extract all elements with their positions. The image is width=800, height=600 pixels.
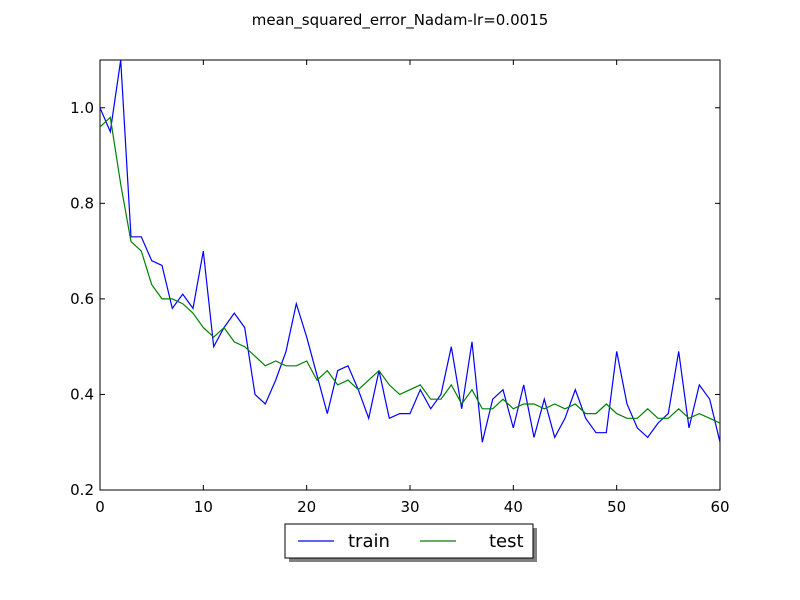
y-tick-label: 0.4 [70, 385, 94, 403]
x-tick-label: 10 [194, 498, 213, 516]
y-tick-label: 1.0 [70, 99, 94, 117]
y-tick-label: 0.8 [70, 194, 94, 212]
x-tick-label: 40 [504, 498, 523, 516]
plot-area [99, 59, 721, 491]
y-tick-label: 0.6 [70, 290, 94, 308]
x-tick-label: 50 [607, 498, 626, 516]
series-lines [99, 59, 721, 443]
legend: train test [284, 523, 537, 562]
axis-ticks: 0 10 20 30 40 50 60 0.2 0.4 0.6 0.8 1.0 [70, 60, 730, 516]
series-line-train [99, 59, 721, 443]
y-tick-label: 0.2 [70, 481, 94, 499]
x-tick-label: 60 [710, 498, 729, 516]
x-tick-label: 0 [95, 498, 105, 516]
chart-title: mean_squared_error_Nadam-lr=0.0015 [252, 11, 549, 30]
x-tick-label: 20 [297, 498, 316, 516]
x-tick-label: 30 [400, 498, 419, 516]
legend-label-test: test [489, 531, 524, 552]
legend-label-train: train [348, 531, 390, 552]
series-line-test [99, 116, 721, 424]
